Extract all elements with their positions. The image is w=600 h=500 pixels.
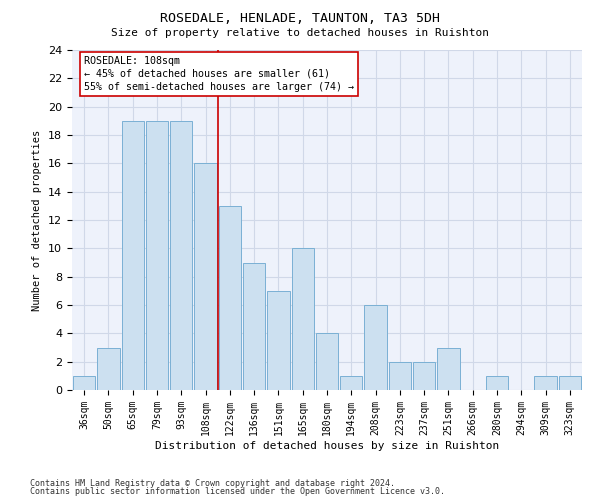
Bar — [413, 362, 436, 390]
Bar — [218, 206, 241, 390]
Bar — [316, 334, 338, 390]
Text: Contains HM Land Registry data © Crown copyright and database right 2024.: Contains HM Land Registry data © Crown c… — [30, 478, 395, 488]
Bar — [559, 376, 581, 390]
Bar — [437, 348, 460, 390]
Y-axis label: Number of detached properties: Number of detached properties — [32, 130, 43, 310]
Bar — [170, 121, 193, 390]
Text: ROSEDALE: 108sqm
← 45% of detached houses are smaller (61)
55% of semi-detached : ROSEDALE: 108sqm ← 45% of detached house… — [85, 56, 355, 92]
Bar — [73, 376, 95, 390]
X-axis label: Distribution of detached houses by size in Ruishton: Distribution of detached houses by size … — [155, 440, 499, 450]
Bar — [486, 376, 508, 390]
Bar — [243, 262, 265, 390]
Bar — [292, 248, 314, 390]
Bar — [364, 305, 387, 390]
Bar — [97, 348, 119, 390]
Bar — [122, 121, 144, 390]
Bar — [340, 376, 362, 390]
Bar — [535, 376, 557, 390]
Text: Size of property relative to detached houses in Ruishton: Size of property relative to detached ho… — [111, 28, 489, 38]
Bar — [194, 164, 217, 390]
Text: Contains public sector information licensed under the Open Government Licence v3: Contains public sector information licen… — [30, 487, 445, 496]
Text: ROSEDALE, HENLADE, TAUNTON, TA3 5DH: ROSEDALE, HENLADE, TAUNTON, TA3 5DH — [160, 12, 440, 26]
Bar — [146, 121, 168, 390]
Bar — [389, 362, 411, 390]
Bar — [267, 291, 290, 390]
